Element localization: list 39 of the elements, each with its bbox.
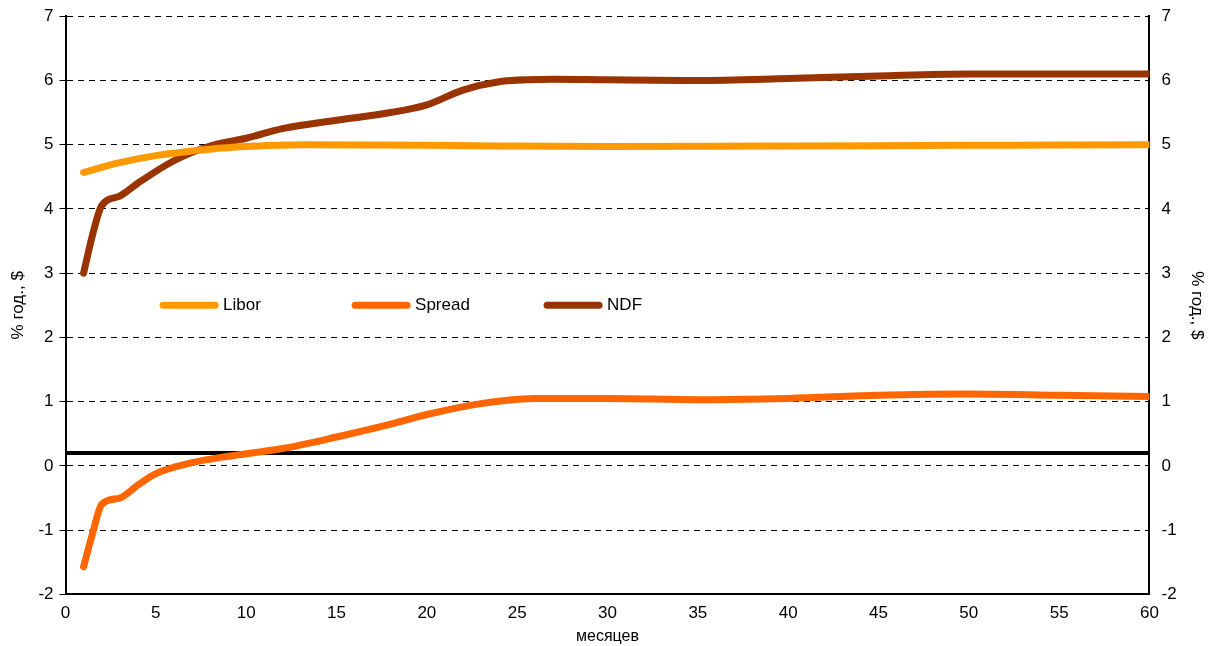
y2-tick-label: 5 [1161,134,1171,154]
y2-tick-label: 1 [1161,391,1171,411]
y-tick-label: 6 [44,70,54,90]
legend-label: Libor [223,294,262,314]
y2-tick-label: 2 [1161,327,1171,347]
x-tick-label: 30 [598,603,617,623]
x-tick-label: 60 [1140,603,1159,623]
y2-axis-title: % год., $ [1188,271,1208,340]
x-tick-label: 35 [688,603,708,623]
x-tick-label: 45 [869,603,888,623]
y-tick-label: 2 [44,327,54,347]
y2-tick-label: -1 [1161,519,1177,539]
y2-tick-label: 4 [1161,198,1171,218]
y-tick-label: 5 [44,134,54,154]
legend-label: NDF [607,294,643,314]
legend-label: Spread [415,294,470,314]
y-tick-label: -2 [38,584,54,604]
y2-tick-label: 0 [1161,455,1171,475]
x-tick-label: 25 [507,603,527,623]
y-tick-label: 3 [44,262,54,282]
x-tick-label: 20 [417,603,437,623]
y-tick-label: 7 [44,5,54,25]
y-tick-label: 1 [44,391,54,411]
x-tick-label: 5 [151,603,161,623]
y2-tick-label: 7 [1161,5,1171,25]
y2-tick-label: 3 [1161,262,1171,282]
y-tick-label: -1 [38,519,54,539]
y-axis-title: % год., $ [7,270,27,340]
x-axis-title: месяцев [576,626,639,644]
y-tick-label: 0 [44,455,54,475]
x-tick-label: 50 [959,603,979,623]
x-tick-label: 10 [236,603,256,623]
y-tick-label: 4 [44,198,54,218]
x-tick-label: 15 [327,603,346,623]
x-tick-label: 40 [778,603,798,623]
y2-tick-label: 6 [1161,70,1171,90]
x-tick-label: 0 [60,603,71,623]
y2-tick-label: -2 [1161,584,1177,604]
x-tick-label: 55 [1049,603,1069,623]
